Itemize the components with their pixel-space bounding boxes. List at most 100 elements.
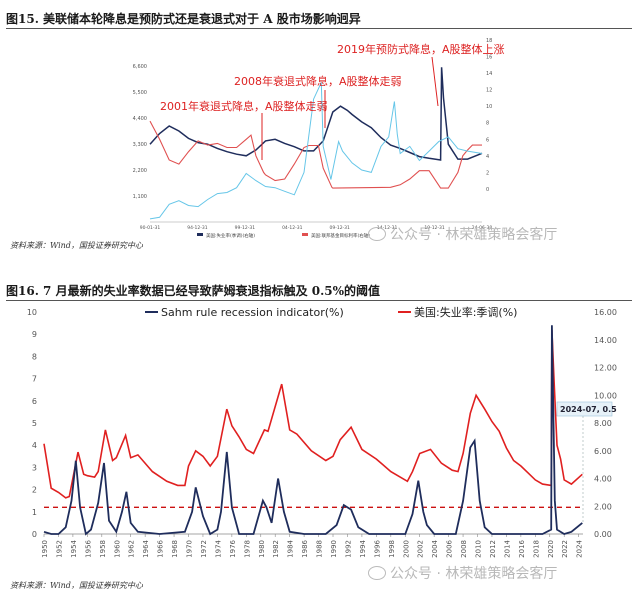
annotation-2008: 2008年衰退式降息，A股整体走弱 [234,74,402,88]
left-axis-tick-label: 5,500 [133,90,147,96]
x-axis-tick-label: 1998 [388,540,396,558]
x-axis-tick-label: 1970 [186,540,194,558]
x-axis-tick-label: 2014 [503,539,511,557]
left-axis-tick-label: 9 [32,330,37,339]
legend-unemployment: 美国:失业率(季调)(右轴) [206,232,255,239]
x-axis-tick-label: 1992 [344,540,352,558]
right-axis-tick-label: 14.00 [594,336,617,345]
x-axis-tick-label: 1964 [142,539,150,557]
x-axis-tick-label: 1966 [157,539,165,557]
x-axis-tick-label: 1968 [171,540,179,558]
annotation-2019-arrow [431,56,439,107]
right-axis-tick-label: 16.00 [594,308,617,317]
right-axis-tick-label: 12 [486,88,492,94]
watermark-top: 公众号 · 林荣雄策略会客厅 [368,224,557,244]
legend-sahm: Sahm rule recession indicator(%) [161,306,344,319]
chart-16: Sahm rule recession indicator(%) 美国:失业率:… [27,305,617,558]
left-axis-tick-label: 1 [32,508,37,517]
legend-swatch-unemployment [197,233,203,236]
x-axis-tick-label: 1980 [258,540,266,558]
left-axis-tick-label: 4 [32,441,37,450]
x-axis-tick-label: 2010 [475,540,483,558]
x-axis-tick-label: 1994 [359,539,367,557]
x-axis-tick-label: 1960 [113,540,121,558]
x-axis-tick-label: 1988 [316,540,324,558]
x-axis-tick-label: 2020 [547,540,555,558]
legend-swatch-fed-rate [302,233,308,236]
wechat-icon [368,227,386,241]
title-rule-2 [6,300,632,301]
x-axis-tick-label: 1958 [99,540,107,558]
callout-label: 2024-07, 0.5 [560,405,617,414]
watermark-bottom: 公众号 · 林荣雄策略会客厅 [368,563,557,583]
x-axis-tick-label: 19-12-31 [424,225,445,231]
annotation-2019: 2019年预防式降息，A股整体上涨 [337,42,505,56]
x-axis-tick-label: 1986 [301,539,309,557]
sahm-indicator-line [43,325,583,536]
figure-16-source: 资料来源：Wind，国投证券研究中心 [10,581,143,590]
x-axis-tick-label: 2012 [489,540,497,558]
left-axis-tick-label: 10 [27,308,37,317]
left-axis-tick-label: 7 [32,375,37,384]
x-axis-tick-label: 2006 [446,539,454,557]
x-axis-tick-label: 1990 [330,540,338,558]
watermark-text: 公众号 · 林荣雄策略会客厅 [390,227,558,243]
legend-unemployment-2: 美国:失业率:季调(%) [414,305,517,319]
right-axis-tick-label: 2.00 [594,502,612,511]
x-axis-tick-label: 1974 [214,539,222,557]
title-rule [6,28,632,29]
watermark-text: 公众号 · 林荣雄策略会客厅 [390,566,558,582]
x-axis-tick-label: 1982 [272,540,280,558]
x-axis-tick-label: 1950 [41,540,49,558]
x-axis-tick-label: 99-12-31 [235,225,256,231]
x-axis-tick-label: 90-01-31 [140,225,161,231]
x-axis-tick-label: 04-12-31 [282,225,303,231]
right-axis-tick-label: 18 [486,38,492,44]
x-axis-tick-label: 2022 [561,540,569,558]
fed-rate-line [149,120,482,189]
legend-fed-rate: 美国:联邦基金目标利率(右轴) [311,232,370,239]
figure-16-title: 图16. 7 月最新的失业率数据已经导致萨姆衰退指标触及 0.5%的阈值 [6,284,381,298]
x-axis-tick-label: 2016 [518,539,526,557]
x-axis-tick-label: 2002 [417,540,425,558]
x-axis-tick-label: 14-12-31 [377,225,398,231]
x-axis-tick-label: 1962 [128,540,136,558]
figure-15-title: 图15. 美联储本轮降息是预防式还是衰退式对于 A 股市场影响迥异 [6,12,361,26]
x-axis-tick-label: 2004 [431,539,439,557]
x-axis-tick-label: 1972 [200,540,208,558]
shanghai-index-line [149,82,483,220]
right-axis-tick-label: 16 [486,55,492,61]
left-axis-tick-label: 1,100 [133,194,147,200]
x-axis-tick-label: 1952 [55,540,63,558]
x-axis-tick-label: 1954 [70,539,78,557]
right-axis-tick-label: 10 [486,104,492,110]
left-axis-tick-label: 5 [32,419,37,428]
left-axis-tick-label: 4,400 [133,116,147,122]
right-axis-tick-label: 0 [486,187,489,193]
right-axis-tick-label: 2 [486,170,489,176]
x-axis-tick-label: 2024 [576,539,584,557]
x-axis-tick-label: 1984 [287,539,295,557]
right-axis-tick-label: 4 [486,154,489,160]
x-axis-tick-label: 24-06-30 [472,225,493,231]
right-axis-tick-label: 0.00 [594,530,612,539]
x-axis-tick-label: 2000 [402,540,410,558]
chart-15: 1,100 2,200 3,300 4,400 5,500 6,600 0 2 4 6 8 10 12 1… [133,36,505,239]
x-axis-tick-label: 94-12-31 [187,225,208,231]
x-axis-tick-label: 1978 [243,540,251,558]
callout-box [556,401,613,417]
right-axis-tick-label: 8 [486,121,489,127]
left-axis-tick-label: 3,300 [133,142,147,148]
right-axis-tick-label: 10.00 [594,391,617,400]
left-axis-tick-label: 6 [32,397,37,406]
right-axis-tick-label: 4.00 [594,475,612,484]
left-axis-tick-label: 3 [32,463,37,472]
right-axis-tick-label: 14 [486,71,492,77]
left-axis-tick-label: 2 [32,486,37,495]
x-axis-tick-label: 2018 [532,540,540,558]
figure-15-source: 资料来源：Wind，国投证券研究中心 [10,241,143,250]
x-axis-tick-label: 1976 [229,539,237,557]
x-axis-tick-label: 1996 [373,539,381,557]
right-axis-tick-label: 6.00 [594,447,612,456]
unemployment-line [43,329,583,499]
